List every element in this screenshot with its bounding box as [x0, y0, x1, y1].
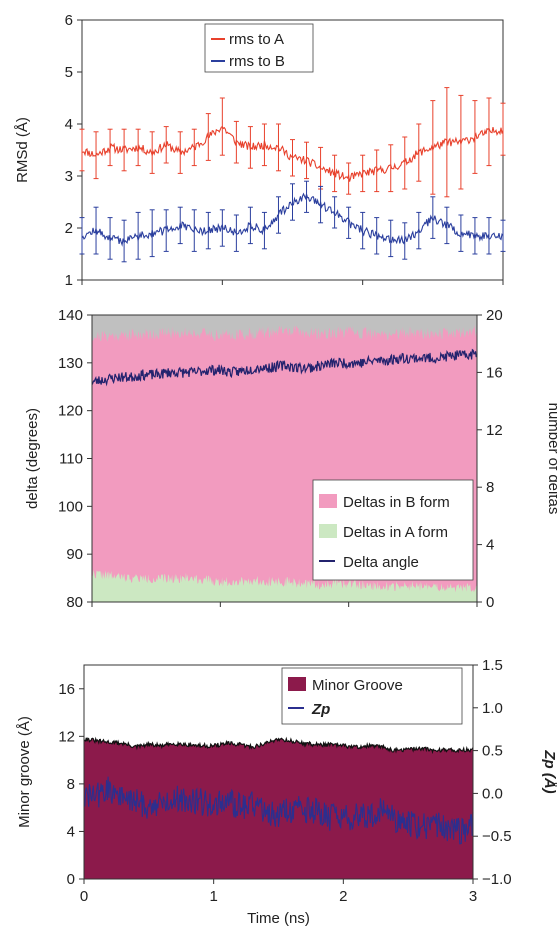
y2-tick-label: 12 [486, 422, 503, 439]
legend-swatch [319, 524, 337, 538]
y2-tick-label: 1.0 [482, 700, 503, 717]
y2-tick-label: 0.5 [482, 743, 503, 760]
y2-tick-label: −1.0 [482, 871, 512, 888]
y-tick-label: 80 [66, 594, 83, 611]
line-zp [83, 776, 474, 845]
x-tick-label: 1 [209, 888, 217, 905]
y-axis-label: Minor groove (Å) [16, 716, 33, 828]
y-tick-label: 130 [58, 355, 83, 372]
y-tick-label: 12 [58, 728, 75, 745]
y-tick-label: 8 [67, 776, 75, 793]
y2-tick-label: 0.0 [482, 785, 503, 802]
legend-label: rms to A [229, 31, 284, 48]
legend-box [281, 667, 463, 725]
legend-label: rms to B [229, 53, 285, 70]
legend-swatch [288, 677, 306, 691]
y2-tick-label: 1.5 [482, 657, 503, 674]
area-deltas-a-form [92, 569, 477, 602]
line-delta-angle [91, 348, 478, 387]
legend-label: Zp [311, 701, 330, 718]
legend-label: Delta angle [343, 554, 419, 571]
y2-tick-label: 0 [486, 594, 494, 611]
y-tick-label: 4 [65, 116, 73, 133]
legend-box [312, 479, 474, 581]
y2-axis-label: number of deltas [545, 403, 557, 515]
y-axis-label: RMSd (Å) [14, 117, 31, 183]
y2-tick-label: 16 [486, 364, 503, 381]
minor-groove-edge [83, 736, 474, 755]
y-tick-label: 4 [67, 823, 75, 840]
series-line [82, 125, 504, 182]
y-tick-label: 120 [58, 403, 83, 420]
y-tick-label: 140 [58, 307, 83, 324]
y2-axis-label: Zp (Å) [541, 749, 557, 793]
y2-tick-label: 4 [486, 537, 494, 554]
y-tick-label: 1 [65, 272, 73, 289]
legend-box [204, 23, 314, 73]
y-tick-label: 3 [65, 168, 73, 185]
x-tick-label: 0 [80, 888, 88, 905]
x-tick-label: 2 [339, 888, 347, 905]
series-rms-to-b [79, 180, 506, 263]
series-rms-to-a [79, 87, 506, 198]
y-tick-label: 90 [66, 546, 83, 563]
y2-tick-label: 20 [486, 307, 503, 324]
legend-swatch [319, 494, 337, 508]
series-line [81, 192, 504, 247]
area-minor-groove [84, 737, 473, 879]
y-tick-label: 0 [67, 871, 75, 888]
y-tick-label: 6 [65, 12, 73, 29]
y2-tick-label: −0.5 [482, 828, 512, 845]
y-axis-label: delta (degrees) [24, 408, 41, 509]
x-axis-label: Time (ns) [247, 910, 310, 927]
y2-tick-label: 8 [486, 479, 494, 496]
x-tick-label: 3 [469, 888, 477, 905]
legend-label: Deltas in A form [343, 524, 448, 541]
y-tick-label: 100 [58, 498, 83, 515]
panel-rmsd: 1 2 3 4 5 6 RMSd (Å) rms to A rms to B [14, 12, 506, 289]
panel-delta: 80 90 100 110 120 130 140 delta (degrees) 0 4 8 12 1… [24, 307, 557, 611]
y-tick-label: 110 [59, 451, 83, 468]
legend-label: Deltas in B form [343, 494, 450, 511]
legend-label: Minor Groove [312, 677, 403, 694]
y-tick-label: 16 [58, 681, 75, 698]
y-tick-label: 2 [65, 220, 73, 237]
y-tick-label: 5 [65, 64, 73, 81]
